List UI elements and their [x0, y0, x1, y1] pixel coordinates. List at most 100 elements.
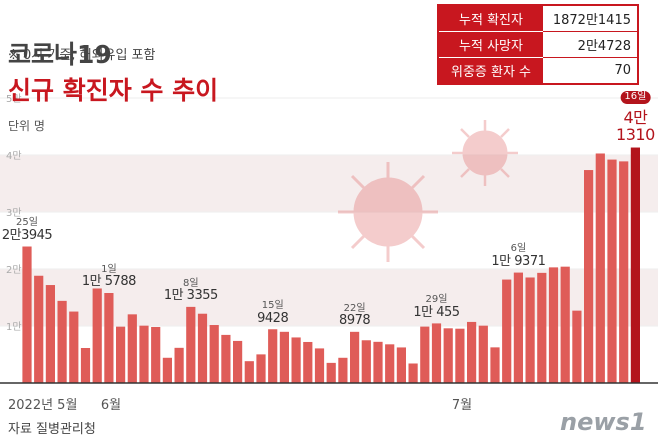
- source: 자료 질병관리청: [8, 422, 96, 437]
- bar: [233, 340, 243, 383]
- y-tick-label: 1만: [6, 321, 22, 333]
- bar: [455, 328, 465, 383]
- bar: [244, 361, 254, 383]
- x-tick-label: 2022년 5월: [8, 398, 78, 413]
- bar: [630, 147, 640, 383]
- bar: [197, 313, 208, 383]
- bar: [490, 347, 500, 383]
- day-label: 15일: [261, 300, 284, 312]
- bar: [338, 357, 348, 383]
- summary-value: 70: [543, 57, 638, 85]
- bar: [525, 277, 535, 383]
- bar: [361, 340, 371, 383]
- logo: news1: [560, 408, 647, 436]
- summary-table: 누적 확진자 1872만1415 누적 사망자 2만4728 위중증 환자 수 70: [437, 4, 639, 85]
- bar: [221, 334, 231, 383]
- summary-value: 1872만1415: [543, 5, 638, 32]
- bar: [256, 354, 266, 383]
- day-label: 1일: [101, 263, 117, 275]
- subtitle: ※ 0시 기준, 해외유입 포함: [8, 48, 156, 63]
- bar: [420, 326, 430, 383]
- x-tick-label: 7월: [451, 398, 473, 413]
- bar: [537, 272, 547, 383]
- bar: [513, 272, 523, 383]
- grid-band: [0, 155, 658, 212]
- bar: [104, 293, 114, 383]
- day-label: 29일: [425, 294, 448, 306]
- bar: [209, 325, 219, 383]
- bar: [69, 311, 79, 383]
- value-label: 1만 455: [413, 304, 460, 320]
- bar: [595, 153, 605, 383]
- bar: [396, 347, 406, 383]
- value-label: 1만 3355: [163, 288, 218, 304]
- bar: [80, 347, 91, 383]
- bar-annotation: 25일 2만3945: [1, 217, 53, 243]
- virus-decoration: [338, 120, 518, 262]
- bar: [314, 348, 325, 383]
- day-label: 6일: [510, 243, 527, 255]
- y-tick-label: 5만: [6, 93, 22, 105]
- bar: [467, 321, 477, 383]
- bar: [162, 357, 172, 383]
- summary-label: 누적 확진자: [438, 5, 543, 32]
- chart-title: 신규 확진자 수 추이: [8, 76, 219, 105]
- day-label: 16일: [620, 91, 651, 104]
- x-tick-label: 6월: [100, 398, 122, 413]
- value-label: 2만3945: [1, 227, 53, 243]
- value-label: 1만 5788: [81, 274, 136, 290]
- bar: [619, 161, 629, 383]
- value-label: 8978: [339, 313, 371, 329]
- y-tick-label: 2만: [6, 264, 22, 276]
- day-label: 8일: [183, 277, 199, 289]
- bar-annotation: 6일 1만 9371: [491, 244, 545, 268]
- bar: [139, 325, 149, 383]
- bar: [34, 275, 44, 383]
- bar-annotation: 15일 9428: [257, 300, 289, 325]
- bar: [22, 246, 32, 383]
- bar: [57, 300, 67, 383]
- value-label: 1만 9371: [491, 253, 546, 269]
- bar: [268, 329, 278, 383]
- day-label: 22일: [343, 302, 366, 314]
- bar: [92, 288, 102, 383]
- bar: [408, 363, 418, 383]
- bar: [431, 323, 442, 383]
- summary-value: 2만4728: [543, 31, 638, 58]
- bar: [350, 331, 360, 383]
- bar: [291, 337, 301, 383]
- bar-annotation: 29일 1만 455: [413, 294, 460, 320]
- summary-label: 위중증 환자 수: [438, 57, 543, 85]
- title-lead: 코로나19: [8, 40, 112, 69]
- bar: [560, 266, 570, 383]
- y-tick-label: 4만: [6, 150, 22, 162]
- unit: 단위 명: [8, 119, 45, 133]
- y-tick-label: 3만: [6, 207, 22, 219]
- summary-label: 누적 사망자: [438, 31, 543, 58]
- bar: [151, 326, 161, 383]
- bar: [279, 331, 289, 383]
- bar: [607, 159, 617, 383]
- value-label: 4만 1310: [616, 107, 655, 144]
- bar: [443, 328, 453, 383]
- bar-annotation: 16일 4만 1310: [616, 91, 655, 143]
- grid: [0, 97, 658, 384]
- bar: [303, 341, 313, 383]
- day-label: 25일: [16, 217, 38, 229]
- bar: [45, 285, 55, 383]
- bar: [116, 326, 126, 383]
- bar: [174, 347, 184, 383]
- bar-annotation: 1일 1만 5788: [81, 263, 136, 290]
- bar: [127, 314, 137, 383]
- bar-annotation: 8일 1만 3355: [163, 277, 218, 304]
- bar: [326, 362, 336, 383]
- bar: [186, 306, 196, 383]
- bar: [385, 344, 395, 383]
- bar: [548, 267, 559, 383]
- bar: [373, 341, 383, 383]
- bar-annotation: 22일 8978: [339, 302, 371, 329]
- bar: [584, 170, 594, 383]
- bar: [502, 279, 512, 383]
